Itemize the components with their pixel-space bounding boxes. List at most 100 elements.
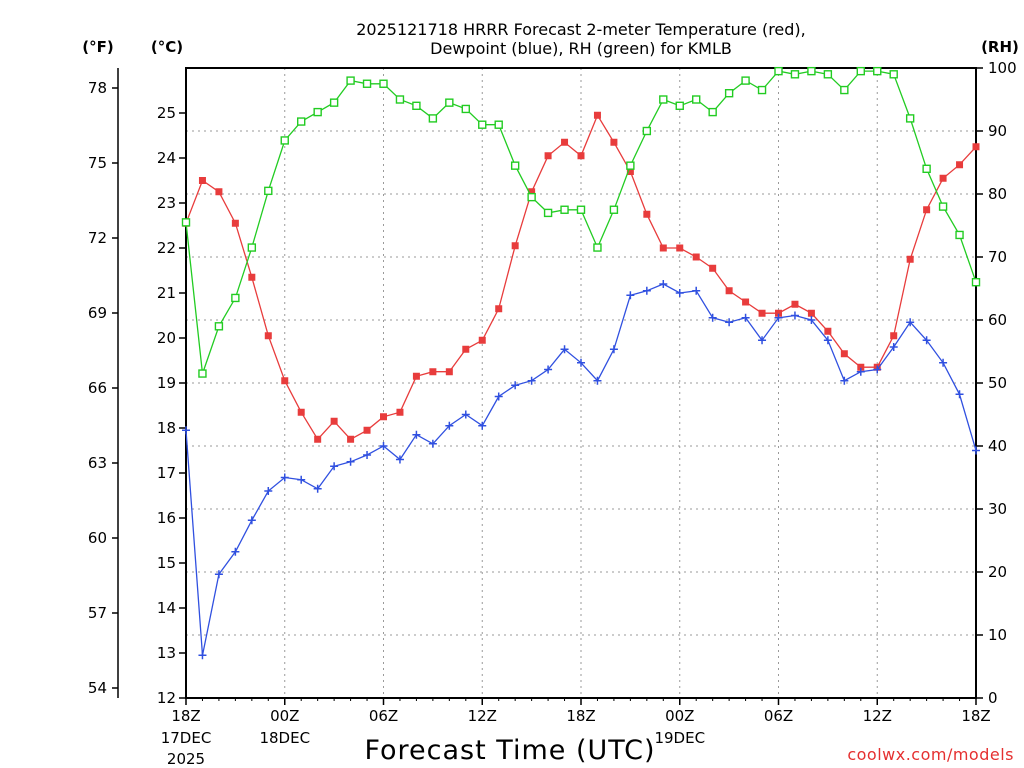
rh-point — [428, 114, 438, 123]
time-tick-date-label: 19DEC — [654, 729, 705, 747]
rh-point — [198, 369, 207, 378]
rh-point — [692, 95, 701, 104]
rh-point — [724, 88, 734, 98]
dewpoint-point — [922, 336, 931, 345]
rh-point — [247, 243, 257, 252]
fahrenheit-tick-label: 78 — [88, 79, 107, 97]
dewpoint-point — [198, 651, 207, 660]
rh-point — [280, 136, 289, 145]
x-axis-title: Forecast Time (UTC) — [364, 735, 655, 766]
temperature-point — [709, 264, 717, 272]
time-tick-label: 12Z — [468, 707, 497, 725]
fahrenheit-tick-label: 66 — [88, 379, 107, 397]
rh-tick-label: 0 — [988, 689, 998, 707]
rh-tick-label: 80 — [988, 185, 1007, 203]
rh-point — [873, 66, 882, 76]
temperature-point — [577, 152, 585, 160]
fahrenheit-unit-label: (°F) — [82, 38, 113, 56]
time-tick-date-label: 18DEC — [259, 729, 310, 747]
dewpoint-point — [939, 358, 948, 367]
rh-point — [412, 101, 421, 111]
temperature-point — [380, 413, 387, 421]
temperature-point — [676, 244, 684, 252]
fahrenheit-tick-label: 63 — [88, 454, 107, 472]
dewpoint-point — [774, 313, 783, 322]
temperature-point — [347, 435, 355, 443]
temperature-point — [807, 309, 815, 317]
dewpoint-point — [642, 286, 651, 295]
fahrenheit-tick-label: 57 — [88, 604, 107, 622]
dewpoint-point — [231, 547, 240, 556]
rh-tick-label: 10 — [988, 626, 1007, 644]
celsius-tick-label: 21 — [157, 284, 176, 302]
celsius-tick-label: 14 — [157, 599, 176, 617]
temperature-point — [610, 138, 618, 146]
rh-point — [922, 164, 931, 174]
rh-point — [708, 107, 717, 117]
rh-point — [313, 107, 322, 117]
temperature-point — [429, 368, 437, 376]
rh-point — [774, 66, 783, 76]
temperature-point — [412, 372, 420, 380]
rh-point — [675, 101, 684, 111]
temperature-point — [758, 309, 766, 317]
rh-point — [955, 230, 964, 240]
temperature-point — [692, 253, 700, 261]
temperature-point — [363, 426, 371, 434]
rh-point — [560, 205, 569, 214]
temperature-point — [824, 327, 832, 335]
dewpoint-point — [313, 484, 322, 493]
temperature-point — [478, 336, 486, 344]
dewpoint-point — [609, 345, 618, 354]
rh-point — [379, 79, 388, 88]
dewpoint-point — [511, 381, 520, 390]
temperature-point — [231, 219, 239, 227]
dewpoint-point — [889, 343, 898, 351]
temperature-point — [775, 309, 782, 317]
dewpoint-point — [363, 451, 372, 459]
celsius-tick-label: 20 — [157, 329, 176, 347]
rh-unit-label: (RH) — [981, 38, 1019, 56]
time-tick-year-label: 2025 — [167, 750, 205, 768]
dewpoint-point — [412, 430, 421, 439]
temperature-point — [544, 152, 552, 160]
temperature-point — [297, 408, 305, 416]
rh-tick-label: 40 — [988, 437, 1007, 455]
celsius-unit-label: (°C) — [151, 38, 183, 56]
credit-text: coolwx.com/models — [847, 745, 1014, 764]
celsius-tick-label: 23 — [157, 194, 176, 212]
rh-point — [576, 205, 586, 214]
dewpoint-point — [560, 345, 569, 354]
time-tick-date-label: 17DEC — [161, 729, 212, 747]
dewpoint-point — [725, 318, 734, 327]
celsius-tick-label: 19 — [157, 374, 176, 392]
temperature-point — [890, 332, 898, 340]
fahrenheit-tick-label: 60 — [88, 529, 107, 547]
rh-point — [264, 186, 273, 196]
dewpoint-point — [297, 475, 306, 484]
dewpoint-point — [972, 446, 980, 455]
chart-title-line-2: Dewpoint (blue), RH (green) for KMLB — [430, 39, 732, 58]
rh-tick-label: 50 — [988, 374, 1007, 392]
dewpoint-point — [807, 316, 816, 324]
temperature-point — [248, 273, 256, 281]
celsius-tick-label: 17 — [157, 464, 176, 482]
rh-point — [494, 120, 503, 129]
temperature-point — [281, 377, 289, 385]
rh-tick-label: 30 — [988, 500, 1007, 518]
temperature-point — [659, 244, 667, 252]
dewpoint-point — [346, 457, 355, 466]
time-tick-label: 18Z — [566, 707, 595, 725]
time-tick-label: 06Z — [369, 707, 398, 725]
dewpoint-point — [790, 311, 799, 320]
celsius-tick-label: 22 — [157, 239, 176, 257]
temperature-point — [396, 408, 404, 416]
dewpoint-point — [741, 313, 750, 322]
axes: 12 13 14 15 16 17 18 19 20 21 22 23 24 25 54 57 60 63 66 69… — [88, 59, 1017, 768]
temperature-point — [593, 111, 601, 119]
temperature-point — [264, 332, 272, 340]
dewpoint-point — [544, 365, 553, 374]
dewpoint-point — [527, 376, 536, 385]
temperature-point — [528, 188, 536, 196]
